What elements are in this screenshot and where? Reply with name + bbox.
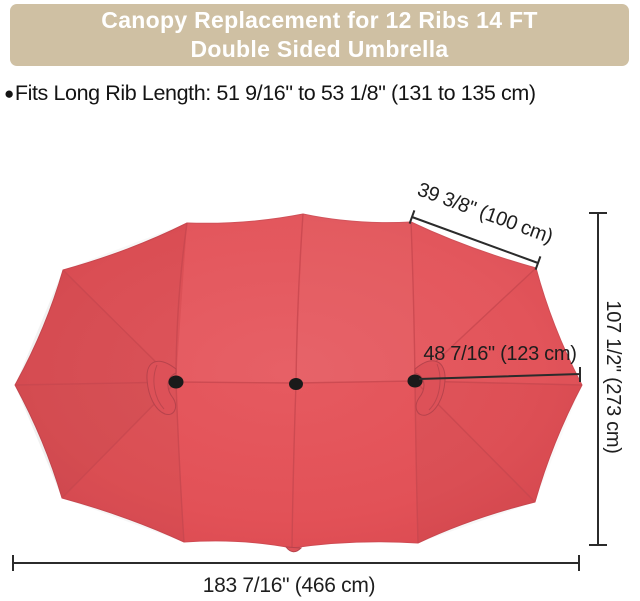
bullet-icon: ● (4, 84, 14, 103)
right-fabric-flap (414, 360, 446, 416)
panel-shade (15, 270, 176, 385)
bottom-center-tab (284, 546, 303, 553)
panel-shade (176, 214, 303, 383)
left-button (168, 375, 184, 389)
panel-shade (15, 382, 176, 498)
dimension-line-total-width (12, 555, 580, 571)
center-button (289, 378, 303, 390)
banner-title-line2: Double Sided Umbrella (190, 36, 449, 62)
fit-spec-text: Fits Long Rib Length: 51 9/16" to 53 1/8… (14, 81, 536, 105)
right-button (407, 374, 423, 388)
panel-shade (296, 214, 415, 383)
dimension-line-center-to-tip (418, 367, 581, 382)
panel-shade (411, 222, 536, 381)
right-flap-fold (428, 363, 441, 411)
fit-spec-line: ●Fits Long Rib Length: 51 9/16" to 53 1/… (4, 81, 636, 106)
title-banner: Canopy Replacement for 12 Ribs 14 FT Dou… (10, 4, 629, 66)
dimension-line-total-depth (589, 212, 607, 546)
dimension-line-top-edge (408, 210, 542, 270)
dimension-label-total-width: 183 7/16" (466 cm) (203, 574, 376, 597)
dimension-label-center-to-tip: 48 7/16" (123 cm) (423, 343, 576, 365)
dimension-label-total-depth: 107 1/2" (273 cm) (602, 300, 624, 453)
banner-title-line1: Canopy Replacement for 12 Ribs 14 FT (101, 7, 538, 33)
left-flap-fold (153, 364, 165, 410)
